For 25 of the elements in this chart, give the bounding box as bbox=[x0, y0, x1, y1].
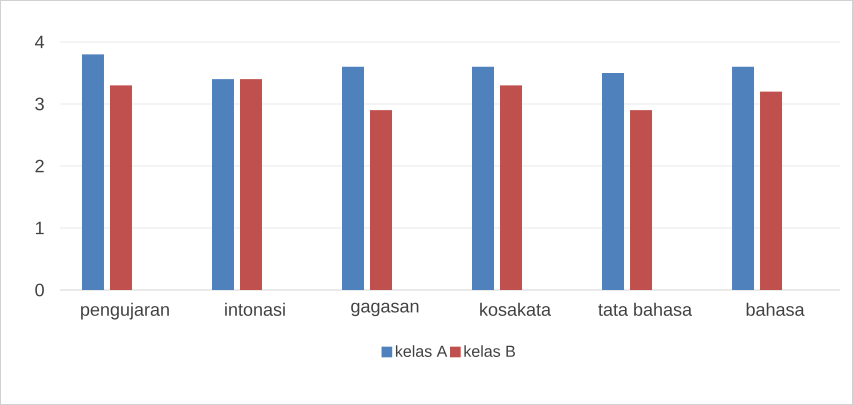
bar bbox=[602, 72, 624, 290]
bar bbox=[370, 110, 392, 290]
bar bbox=[472, 66, 494, 290]
bar bbox=[110, 85, 132, 290]
bar bbox=[630, 110, 652, 290]
x-tick-label: bahasa bbox=[746, 302, 805, 316]
y-tick-label: 0 bbox=[35, 284, 44, 296]
y-tick-label: 4 bbox=[35, 36, 44, 48]
y-tick-label: 1 bbox=[36, 222, 44, 234]
x-tick-label: kosakata bbox=[480, 302, 552, 316]
bar bbox=[342, 66, 364, 290]
bar bbox=[82, 54, 104, 290]
legend-label: kelas B bbox=[464, 345, 515, 357]
bar bbox=[212, 79, 234, 290]
legend-label: kelas A bbox=[396, 345, 448, 357]
x-tick-label: pengujaran bbox=[81, 302, 169, 320]
bar bbox=[732, 66, 754, 290]
x-tick-label: gagasan bbox=[351, 302, 418, 316]
bar bbox=[760, 92, 782, 290]
bar bbox=[240, 79, 262, 290]
x-tick-label: tata bahasa bbox=[598, 302, 692, 316]
x-tick-label: intonasi bbox=[225, 302, 285, 316]
y-tick-label: 2 bbox=[35, 160, 44, 172]
bar bbox=[500, 85, 522, 290]
y-tick-label: 3 bbox=[35, 98, 44, 110]
